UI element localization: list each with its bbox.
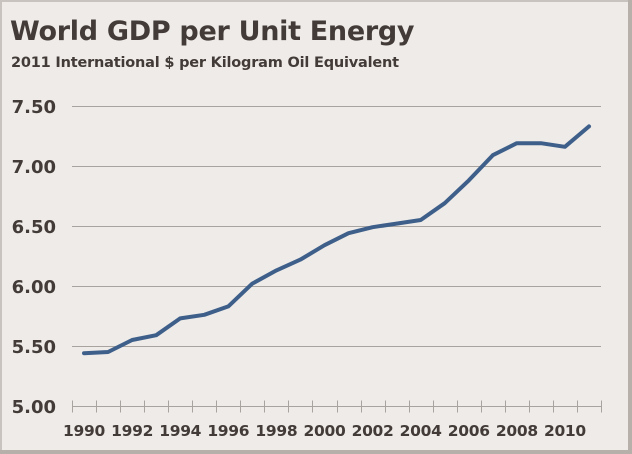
x-axis: 1990 1992 1994 1996 1998 2000 2002 2004 2006 2008… <box>63 400 602 440</box>
y-tick-label: 5.50 <box>12 337 56 358</box>
y-axis: 5.00 5.50 6.00 6.50 7.00 7.50 <box>12 97 56 418</box>
x-tick-label: 2008 <box>496 422 538 440</box>
y-tick-label: 7.50 <box>12 97 56 118</box>
y-tick-label: 5.00 <box>12 397 56 418</box>
series-line <box>82 124 591 356</box>
y-tick-label: 7.00 <box>12 157 56 178</box>
x-tick-label: 1992 <box>111 422 153 440</box>
series-group <box>82 124 591 356</box>
y-tick-label: 6.00 <box>12 277 56 298</box>
x-tick-label: 1998 <box>255 422 297 440</box>
x-tick-label: 2004 <box>400 422 442 440</box>
x-tick-label: 1994 <box>159 422 201 440</box>
y-tick-label: 6.50 <box>12 217 56 238</box>
chart-subtitle: 2011 International $ per Kilogram Oil Eq… <box>11 55 399 71</box>
x-tick-label: 1990 <box>63 422 105 440</box>
x-tick-label: 1996 <box>207 422 249 440</box>
x-tick-label: 2006 <box>448 422 490 440</box>
x-tick-label: 2000 <box>304 422 346 440</box>
gridlines <box>72 106 601 347</box>
chart-title: World GDP per Unit Energy <box>10 16 415 47</box>
x-tick-label: 2002 <box>352 422 394 440</box>
x-tick-label: 2010 <box>544 422 586 440</box>
